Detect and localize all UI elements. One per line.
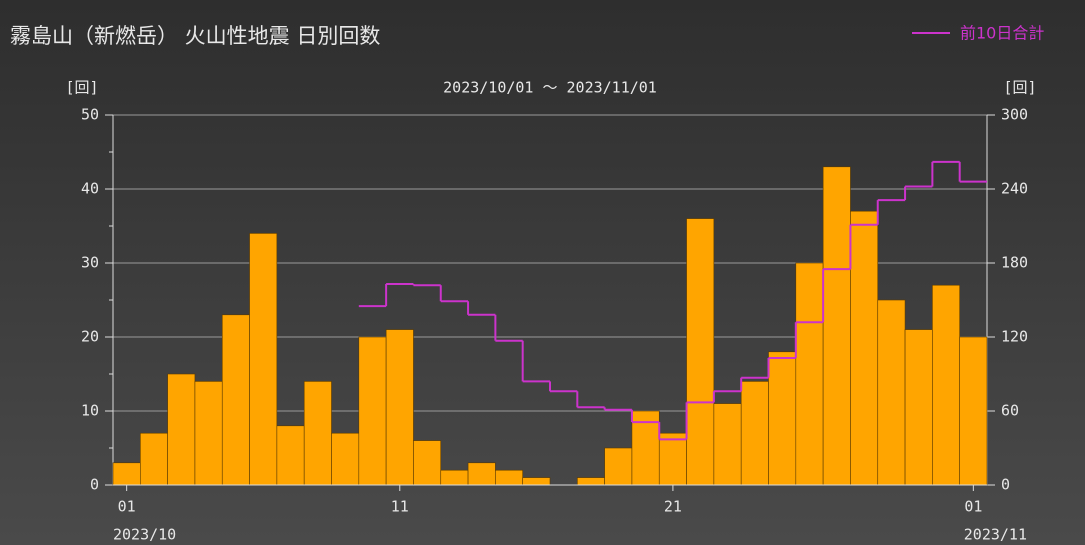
x-tick-label: 01: [118, 498, 136, 516]
y-tick-label: 40: [81, 180, 99, 198]
y2-axis-label: [回]: [1003, 79, 1036, 97]
y2-tick-label: 300: [1001, 106, 1028, 124]
bar: [658, 432, 687, 486]
bar: [904, 329, 933, 486]
bar: [221, 314, 250, 486]
x-group-label: 2023/11: [964, 526, 1027, 544]
bar: [249, 233, 278, 486]
bar: [850, 210, 879, 486]
bar: [959, 336, 988, 486]
bar: [604, 447, 633, 486]
bar: [495, 469, 523, 486]
bar: [768, 351, 797, 486]
y-tick-label: 0: [90, 476, 99, 494]
y2-tick-label: 180: [1001, 254, 1028, 272]
bar: [331, 432, 360, 486]
x-group-label: 2023/10: [113, 526, 176, 544]
bar: [795, 262, 824, 486]
bar: [877, 299, 906, 486]
bar: [276, 425, 305, 486]
bar: [440, 469, 469, 486]
x-tick-label: 11: [391, 498, 409, 516]
bar: [740, 381, 769, 486]
y-axis-label: [回]: [65, 79, 98, 97]
legend-label: 前10日合計: [960, 24, 1044, 43]
bar: [577, 477, 605, 486]
x-tick-label: 01: [964, 498, 982, 516]
bar: [167, 373, 196, 486]
bar: [822, 166, 851, 486]
y2-tick-label: 120: [1001, 328, 1028, 346]
bar: [413, 440, 442, 486]
y2-tick-label: 0: [1001, 476, 1010, 494]
bar: [140, 432, 168, 486]
y-tick-label: 50: [81, 106, 99, 124]
chart-title: 霧島山（新燃岳） 火山性地震 日別回数: [10, 24, 380, 48]
bar: [194, 381, 223, 486]
bar: [112, 462, 141, 486]
bar: [686, 218, 715, 486]
y-tick-label: 10: [81, 402, 99, 420]
y2-tick-label: 60: [1001, 402, 1019, 420]
bar: [358, 336, 387, 486]
y-tick-label: 20: [81, 328, 99, 346]
bar: [522, 477, 551, 486]
bar: [932, 284, 960, 486]
chart-subtitle: 2023/10/01 ～ 2023/11/01: [443, 79, 657, 97]
bar: [713, 403, 742, 486]
bar: [467, 462, 496, 486]
bar: [385, 329, 414, 486]
x-tick-label: 21: [664, 498, 682, 516]
bar: [303, 381, 332, 486]
y2-tick-label: 240: [1001, 180, 1028, 198]
y-tick-label: 30: [81, 254, 99, 272]
